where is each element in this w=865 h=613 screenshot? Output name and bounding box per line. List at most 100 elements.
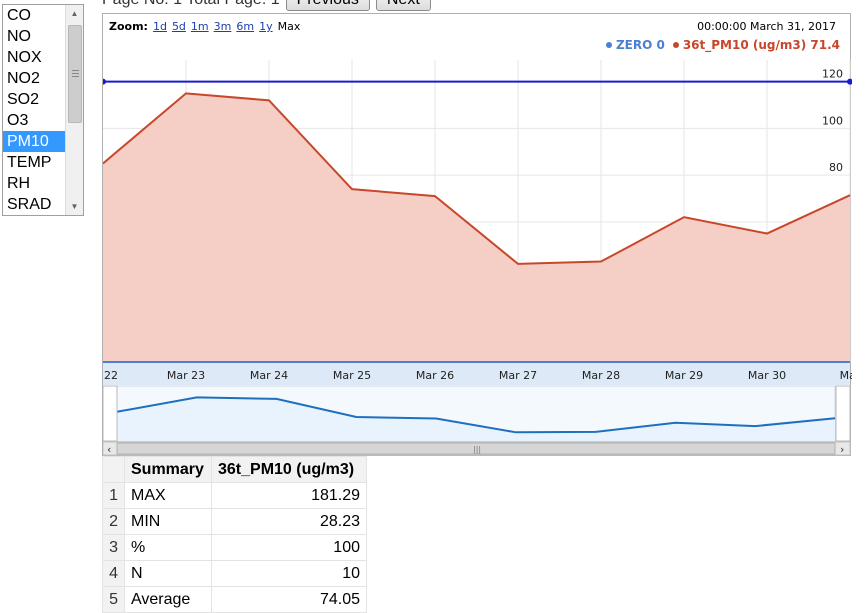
x-tick-label: Mar 23	[167, 369, 205, 382]
parameter-option-co[interactable]: CO	[7, 7, 31, 24]
y-tick-label: 120	[822, 68, 843, 81]
data-point-pm10[interactable]	[267, 98, 271, 102]
scroll-left-icon[interactable]: ‹	[107, 443, 111, 456]
table-row: 4 N 10	[102, 560, 367, 587]
threshold-handle-right[interactable]	[847, 78, 852, 85]
row-index: 3	[102, 534, 125, 561]
next-button[interactable]: Next	[375, 0, 431, 11]
x-tick-label: Mar 28	[582, 369, 620, 382]
page-info: Page No: 1 Total Page: 1	[102, 0, 280, 9]
parameter-option-no[interactable]: NO	[7, 28, 31, 45]
series-line-pm10	[103, 92, 851, 265]
parameter-option-pm10[interactable]: PM10	[3, 131, 65, 152]
zoom-1y[interactable]: 1y	[259, 20, 273, 33]
parameter-option-o3[interactable]: O3	[7, 112, 29, 129]
zoom-5d[interactable]: 5d	[171, 20, 186, 33]
legend-zero-label: ZERO 0	[615, 38, 665, 52]
row-value: 28.23	[211, 508, 367, 535]
table-row: 5 Average 74.05	[102, 586, 367, 613]
navigator-line	[116, 396, 836, 434]
legend-pm10[interactable]: 36t_PM10 (ug/m3) 71.4	[672, 38, 840, 52]
row-value: 74.05	[211, 586, 367, 613]
scroll-grip-icon: |||	[473, 445, 481, 454]
summary-table: Summary 36t_PM10 (ug/m3) 1 MAX 181.29 2 …	[102, 456, 367, 613]
legend-pm10-dot-icon	[672, 42, 679, 48]
threshold-handle-left[interactable]	[103, 78, 106, 85]
previous-button[interactable]: Previous	[285, 0, 370, 11]
parameter-option-temp[interactable]: TEMP	[7, 154, 52, 171]
row-value: 10	[211, 560, 367, 587]
row-label: N	[124, 560, 212, 587]
scroll-right-icon[interactable]: ›	[840, 443, 844, 456]
x-tick-label: 22	[104, 369, 118, 382]
navigator-left-handle[interactable]	[103, 385, 118, 442]
date-readout: 00:00:00 March 31, 2017	[697, 20, 836, 33]
x-tick-label: Mar	[840, 369, 852, 382]
row-label: MIN	[124, 508, 212, 535]
row-index: 2	[102, 508, 125, 535]
legend-zero-dot-icon	[605, 42, 612, 48]
x-tick-label: Mar 30	[748, 369, 786, 382]
listbox-scrollbar[interactable]: ▲ ▼	[65, 5, 83, 215]
row-label: Average	[124, 586, 212, 613]
table-row: 2 MIN 28.23	[102, 508, 367, 535]
row-value: 100	[211, 534, 367, 561]
row-label: MAX	[124, 482, 212, 509]
data-point-pm10[interactable]	[516, 262, 520, 266]
row-index: 5	[102, 586, 125, 613]
row-label: %	[124, 534, 212, 561]
zoom-1m[interactable]: 1m	[190, 20, 209, 33]
header-summary: Summary	[124, 456, 212, 483]
legend-zero[interactable]: ZERO 0	[605, 38, 665, 52]
header-pm10: 36t_PM10 (ug/m3)	[211, 456, 367, 483]
x-tick-label: Mar 24	[250, 369, 288, 382]
scroll-thumb[interactable]	[68, 25, 82, 123]
data-point-pm10[interactable]	[433, 194, 437, 198]
x-tick-label: Mar 29	[665, 369, 703, 382]
summary-header-row: Summary 36t_PM10 (ug/m3)	[102, 456, 367, 483]
x-axis-band	[103, 363, 850, 385]
zoom-6m[interactable]: 6m	[236, 20, 255, 33]
row-index: 1	[102, 482, 125, 509]
x-tick-label: Mar 27	[499, 369, 537, 382]
data-point-pm10[interactable]	[599, 260, 603, 264]
parameter-options: CO NO NOX NO2 SO2 O3 PM10 TEMP RH SRAD	[3, 5, 65, 215]
scroll-down-icon[interactable]: ▼	[70, 202, 79, 211]
chart-legend: ZERO 0 36t_PM10 (ug/m3) 71.4	[605, 38, 840, 52]
parameter-option-srad[interactable]: SRAD	[7, 196, 52, 213]
y-tick-label: 80	[829, 161, 843, 174]
table-row: 3 % 100	[102, 534, 367, 561]
parameter-listbox[interactable]: CO NO NOX NO2 SO2 O3 PM10 TEMP RH SRAD ▲ ▼	[2, 4, 84, 216]
y-tick-label: 100	[822, 114, 843, 127]
zoom-3m[interactable]: 3m	[213, 20, 232, 33]
data-point-pm10[interactable]	[682, 215, 686, 219]
legend-pm10-label: 36t_PM10 (ug/m3) 71.4	[682, 38, 840, 52]
zoom-label: Zoom:	[109, 20, 148, 33]
zoom-1d[interactable]: 1d	[152, 20, 167, 33]
x-tick-label: Mar 26	[416, 369, 454, 382]
data-point-pm10[interactable]	[848, 193, 852, 197]
parameter-option-so2[interactable]: SO2	[7, 91, 40, 108]
zoom-bar: Zoom: 1d 5d 1m 3m 6m 1y Max	[109, 20, 300, 33]
x-tick-label: Mar 25	[333, 369, 371, 382]
grip-icon	[72, 70, 79, 77]
series-area-pm10	[103, 93, 850, 363]
paging-bar: Page No: 1 Total Page: 1 Previous Next	[102, 0, 431, 11]
navigator-scrollbar-thumb[interactable]	[116, 442, 836, 455]
parameter-option-nox[interactable]: NOX	[7, 49, 42, 66]
data-point-pm10[interactable]	[350, 187, 354, 191]
table-row: 1 MAX 181.29	[102, 482, 367, 509]
row-index: 4	[102, 560, 125, 587]
row-value: 181.29	[211, 482, 367, 509]
header-corner	[102, 456, 125, 483]
scroll-up-icon[interactable]: ▲	[70, 9, 79, 18]
navigator-right-handle[interactable]	[835, 385, 851, 442]
navigator-area	[117, 397, 835, 441]
data-point-pm10[interactable]	[765, 232, 769, 236]
zoom-max[interactable]: Max	[277, 20, 301, 33]
data-point-pm10[interactable]	[184, 91, 188, 95]
parameter-option-rh[interactable]: RH	[7, 175, 31, 192]
parameter-option-no2[interactable]: NO2	[7, 70, 40, 87]
